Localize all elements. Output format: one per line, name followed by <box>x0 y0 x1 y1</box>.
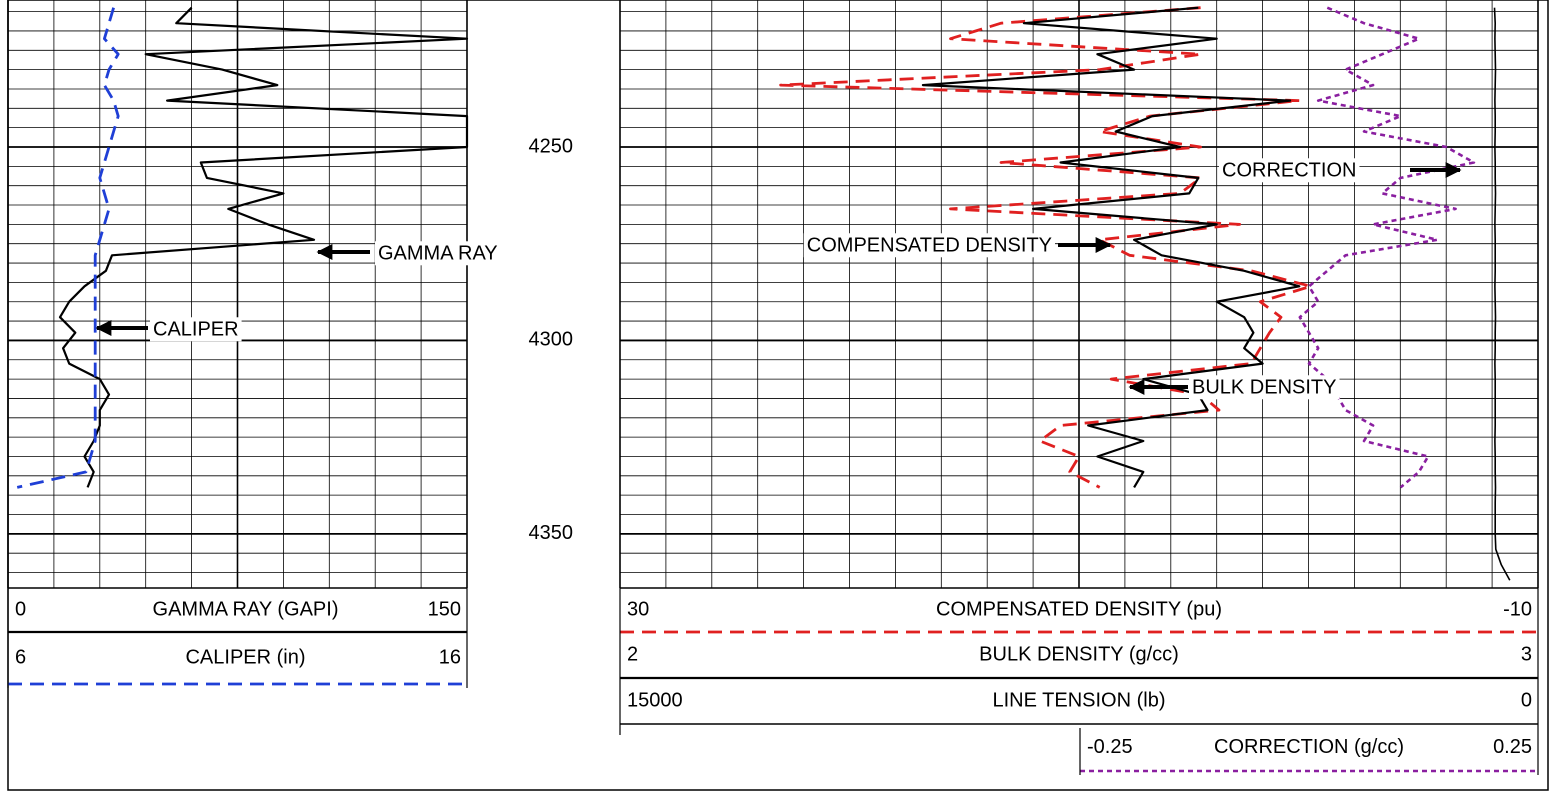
curve-name: CORRECTION (g/cc) <box>1214 736 1404 758</box>
curve-name: BULK DENSITY (g/cc) <box>979 643 1179 665</box>
scale-min: 6 <box>15 646 26 668</box>
annotation-bg <box>1219 158 1360 183</box>
log-curve <box>1493 7 1511 581</box>
depth-label: 4250 <box>529 135 574 157</box>
scale-min: 0 <box>15 598 26 620</box>
scale-min: 15000 <box>627 689 683 711</box>
annotation: COMPENSATED DENSITY <box>807 234 1052 256</box>
scale-max: 150 <box>428 598 461 620</box>
annotation-bg <box>375 241 501 266</box>
scale-min: 30 <box>627 598 649 620</box>
annotation: CORRECTION <box>1222 159 1356 181</box>
scale-max: 3 <box>1521 643 1532 665</box>
scale-max: 0.25 <box>1493 736 1532 758</box>
scale-min: -0.25 <box>1087 736 1133 758</box>
annotation-bg <box>803 233 1055 258</box>
scale-max: -10 <box>1503 598 1532 620</box>
log-curve <box>779 6 1313 489</box>
annotation: GAMMA RAY <box>378 242 498 264</box>
annotation: BULK DENSITY <box>1192 376 1336 398</box>
scale-max: 16 <box>439 646 461 668</box>
curve-name: LINE TENSION (lb) <box>993 689 1166 711</box>
annotation-bg <box>150 317 242 342</box>
annotation: CALIPER <box>153 318 239 340</box>
log-curve <box>1298 6 1476 489</box>
depth-label: 4350 <box>529 522 574 544</box>
scale-min: 2 <box>627 643 638 665</box>
scale-max: 0 <box>1521 689 1532 711</box>
log-curve <box>16 7 120 489</box>
curve-name: GAMMA RAY (GAPI) <box>153 598 339 620</box>
annotation-bg <box>1189 375 1340 400</box>
depth-label: 4300 <box>529 329 574 351</box>
log-curve <box>921 6 1301 488</box>
curve-name: CALIPER (in) <box>185 646 305 668</box>
curve-name: COMPENSATED DENSITY (pu) <box>936 598 1222 620</box>
log-curve <box>58 6 469 488</box>
